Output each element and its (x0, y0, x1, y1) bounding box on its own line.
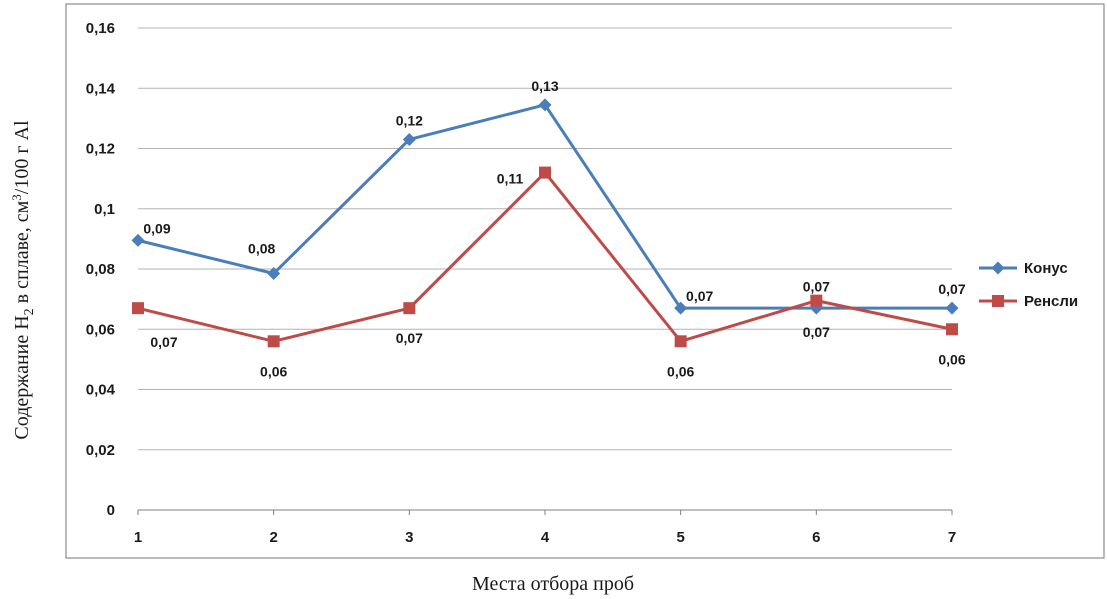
data-point-2 (132, 302, 144, 315)
data-label: 0,07 (938, 281, 965, 297)
data-label: 0,07 (803, 279, 830, 295)
data-label: 0,07 (686, 288, 713, 304)
x-tick-label: 1 (134, 529, 142, 546)
y-axis-title-main: Содержание H (11, 315, 33, 439)
data-point-2 (674, 335, 687, 348)
data-label: 0,07 (150, 334, 177, 350)
x-tick-label: 4 (541, 529, 550, 546)
legend: Конус Ренсли (979, 260, 1078, 310)
y-axis-title-end: /100 г Al (11, 120, 33, 194)
y-tick-label: 0,06 (86, 321, 115, 338)
chart-frame (65, 3, 1105, 559)
data-point-2 (946, 323, 958, 336)
legend-label: Ренсли (1024, 293, 1078, 310)
x-tick-label: 6 (812, 529, 820, 546)
x-axis-ticks: 1 2 3 4 5 6 7 (134, 510, 956, 546)
data-labels: 0,09 0,08 0,12 0,13 0,07 0,07 0,07 0,07 0,06 0,07… (143, 78, 965, 379)
data-label: 0,06 (938, 351, 965, 367)
data-label: 0,07 (396, 330, 423, 346)
y-axis-title: Содержание H2 в сплаве, см3/100 г Al (9, 120, 37, 440)
x-tick-label: 5 (676, 529, 684, 546)
data-label: 0,07 (803, 324, 830, 340)
x-tick-label: 7 (948, 529, 956, 546)
data-point-2 (539, 166, 551, 179)
data-point-1 (538, 98, 552, 112)
data-label: 0,08 (248, 241, 275, 257)
y-axis-title-sup: 3 (9, 194, 24, 201)
data-label: 0,12 (396, 112, 423, 128)
x-tick-label: 3 (405, 529, 413, 546)
series-lines (131, 98, 959, 348)
y-tick-label: 0,12 (86, 141, 115, 158)
legend-label: Конус (1024, 260, 1068, 277)
y-axis-title-mid: в сплаве, см (11, 200, 33, 308)
x-axis-title: Места отбора проб (472, 573, 634, 595)
y-tick-label: 0,02 (86, 442, 115, 459)
data-point-1 (131, 233, 145, 247)
data-label: 0,13 (531, 78, 558, 94)
x-tick-label: 2 (269, 529, 277, 546)
data-point-2 (267, 335, 280, 348)
data-label: 0,06 (260, 363, 287, 379)
data-point-1 (945, 301, 959, 315)
y-tick-label: 0 (107, 502, 115, 519)
y-tick-label: 0,16 (86, 20, 115, 37)
legend-marker (991, 261, 1005, 275)
data-point-2 (403, 302, 416, 315)
data-point-1 (674, 301, 688, 315)
y-axis-title-sub: 2 (22, 308, 37, 315)
legend-marker (992, 295, 1004, 307)
y-tick-label: 0,1 (94, 201, 115, 218)
data-label: 0,09 (143, 220, 170, 236)
y-tick-label: 0,04 (86, 382, 116, 399)
data-label: 0,06 (667, 363, 694, 379)
data-point-1 (402, 132, 416, 146)
y-tick-label: 0,08 (86, 261, 115, 278)
data-point-2 (810, 294, 823, 307)
data-point-1 (267, 267, 281, 281)
y-tick-label: 0,14 (86, 80, 116, 97)
y-axis-ticks: 0 0,02 0,04 0,06 0,08 0,1 0,12 0,14 0,16 (86, 20, 116, 519)
data-label: 0,11 (497, 171, 524, 187)
